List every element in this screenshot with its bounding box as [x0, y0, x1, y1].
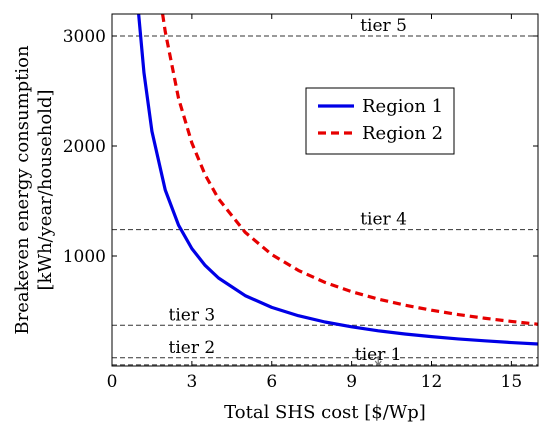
x-tick-label: 15	[501, 372, 523, 392]
series-line-2	[161, 14, 538, 326]
y-tick-label: 1000	[63, 247, 106, 267]
x-tick-label: 12	[421, 372, 443, 392]
legend: Region 1 Region 2	[305, 87, 455, 155]
tier-label: tier 4	[360, 210, 407, 230]
legend-label-1: Region 1	[362, 96, 443, 117]
y-tick-label: 3000	[63, 27, 106, 47]
y-axis-label-line2: [kWh/year/household]	[35, 90, 56, 291]
legend-label-2: Region 2	[362, 123, 443, 144]
tier-1-marker	[374, 356, 382, 366]
series-line-1	[137, 14, 538, 346]
tier-label: tier 1	[355, 345, 402, 365]
x-axis-label: Total SHS cost [$/Wp]	[224, 402, 426, 423]
tier-label: tier 3	[169, 305, 216, 325]
tier-label: tier 5	[360, 16, 407, 36]
plot-frame	[111, 13, 539, 367]
y-tick-label: 2000	[63, 137, 106, 157]
tier-label: tier 2	[169, 338, 216, 358]
x-tick-label: 3	[186, 372, 197, 392]
x-tick-label: 6	[266, 372, 277, 392]
x-tick-label: 0	[107, 372, 118, 392]
x-tick-label: 9	[346, 372, 357, 392]
y-axis-label-line1: Breakeven energy consumption	[12, 45, 33, 335]
legend-box	[305, 87, 455, 155]
